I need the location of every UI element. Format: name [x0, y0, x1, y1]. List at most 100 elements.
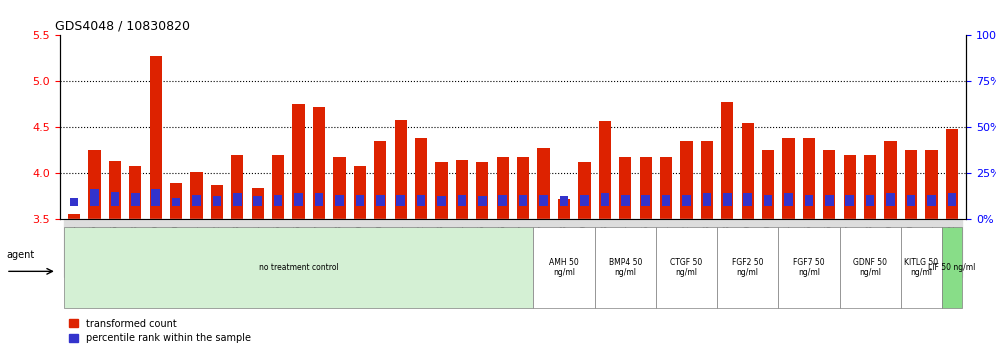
Text: no treatment control: no treatment control [259, 263, 339, 272]
Bar [70, 198, 79, 206]
Bar [621, 195, 629, 206]
Bar [946, 129, 958, 219]
Bar [478, 196, 487, 206]
Bar [375, 195, 384, 206]
FancyBboxPatch shape [717, 227, 778, 308]
Text: AMH 50
ng/ml: AMH 50 ng/ml [549, 258, 579, 277]
Bar [129, 166, 141, 219]
Bar [437, 196, 446, 206]
Bar [682, 195, 691, 206]
Bar [111, 192, 120, 206]
Bar [233, 193, 242, 206]
Bar [151, 189, 160, 206]
Bar [866, 195, 874, 206]
Bar [374, 141, 386, 219]
Bar [109, 161, 121, 219]
Text: LIF 50 ng/ml: LIF 50 ng/ml [928, 263, 975, 272]
Bar [313, 107, 325, 219]
Bar [354, 166, 366, 219]
Bar [947, 193, 956, 206]
Bar [701, 141, 713, 219]
Bar [190, 172, 202, 219]
FancyBboxPatch shape [533, 227, 595, 308]
FancyBboxPatch shape [900, 227, 941, 308]
Bar [334, 157, 346, 219]
FancyBboxPatch shape [64, 227, 533, 308]
FancyBboxPatch shape [840, 227, 900, 308]
Text: FGF7 50
ng/ml: FGF7 50 ng/ml [793, 258, 825, 277]
Bar [274, 195, 283, 206]
Bar [783, 138, 795, 219]
Bar [293, 104, 305, 219]
Bar [579, 162, 591, 219]
Legend: transformed count, percentile rank within the sample: transformed count, percentile rank withi… [65, 315, 255, 347]
Bar [764, 195, 772, 206]
Bar [315, 193, 324, 206]
Bar [844, 155, 856, 219]
FancyBboxPatch shape [778, 227, 840, 308]
Text: GDNF 50
ng/ml: GDNF 50 ng/ml [854, 258, 887, 277]
Bar [252, 188, 264, 219]
Bar [580, 195, 589, 206]
Bar [131, 193, 139, 206]
Bar [660, 157, 672, 219]
Bar [539, 195, 548, 206]
Bar [456, 160, 468, 219]
Bar [639, 157, 651, 219]
Text: CTGF 50
ng/ml: CTGF 50 ng/ml [670, 258, 702, 277]
Bar [170, 183, 182, 219]
Bar [661, 195, 670, 206]
Bar [497, 157, 509, 219]
Bar [416, 195, 425, 206]
Bar [846, 195, 854, 206]
FancyBboxPatch shape [655, 227, 717, 308]
Bar [498, 195, 507, 206]
Bar [805, 195, 813, 206]
Text: agent: agent [6, 250, 34, 260]
Text: GDS4048 / 10830820: GDS4048 / 10830820 [55, 20, 190, 33]
Bar [231, 155, 243, 219]
Bar [254, 196, 262, 206]
Bar [89, 150, 101, 219]
Bar [702, 193, 711, 206]
Bar [68, 214, 80, 219]
Bar [335, 195, 344, 206]
Bar [192, 195, 201, 206]
Bar [172, 198, 180, 206]
Bar [538, 148, 550, 219]
Bar [394, 120, 406, 219]
Bar [601, 193, 610, 206]
Bar [925, 150, 937, 219]
Bar [211, 184, 223, 219]
Bar [558, 199, 570, 219]
Bar [213, 196, 221, 206]
Bar [905, 150, 917, 219]
Bar [356, 195, 365, 206]
Bar [91, 189, 99, 206]
Bar [599, 121, 611, 219]
Bar [519, 195, 528, 206]
Bar [927, 195, 935, 206]
Bar [762, 150, 774, 219]
Text: KITLG 50
ng/ml: KITLG 50 ng/ml [904, 258, 938, 277]
Bar [865, 155, 876, 219]
Bar [825, 195, 834, 206]
Bar [272, 155, 284, 219]
Bar [641, 195, 650, 206]
FancyBboxPatch shape [595, 227, 655, 308]
Bar [824, 150, 836, 219]
Bar [906, 195, 915, 206]
FancyBboxPatch shape [941, 227, 962, 308]
Bar [396, 195, 405, 206]
Bar [476, 162, 488, 219]
Bar [517, 157, 529, 219]
Bar [680, 141, 692, 219]
Bar [294, 193, 303, 206]
Bar [723, 193, 732, 206]
Bar [620, 157, 631, 219]
Bar [435, 162, 447, 219]
Bar [415, 138, 427, 219]
Bar [886, 193, 894, 206]
Text: BMP4 50
ng/ml: BMP4 50 ng/ml [609, 258, 641, 277]
Bar [560, 196, 569, 206]
